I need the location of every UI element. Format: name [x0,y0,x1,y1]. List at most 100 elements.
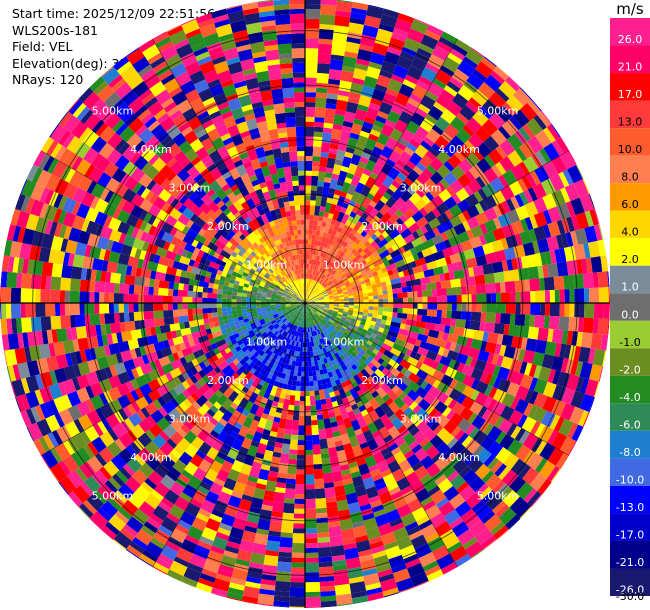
velocity-cell [414,126,429,141]
velocity-cell [378,464,390,474]
velocity-cell [334,352,340,359]
velocity-cell [318,28,334,40]
velocity-cell [459,407,474,422]
velocity-cell [315,329,319,336]
velocity-cell [399,359,412,370]
velocity-cell [342,241,349,248]
velocity-cell [547,221,561,238]
velocity-cell [339,251,346,258]
velocity-cell [485,312,496,323]
velocity-cell [339,318,346,324]
velocity-cell [495,447,512,464]
velocity-cell [359,250,366,257]
velocity-cell [311,310,315,315]
velocity-cell [407,498,423,513]
velocity-cell [343,442,354,455]
velocity-cell [484,154,496,168]
velocity-cell [317,277,322,283]
velocity-cell [532,406,547,424]
velocity-cell [479,200,489,212]
velocity-cell [478,106,493,120]
velocity-cell [366,355,374,363]
velocity-cell [497,366,511,381]
velocity-cell [306,273,309,279]
velocity-cell [517,178,528,192]
velocity-cell [326,233,332,239]
velocity-cell [312,269,316,276]
velocity-cell [306,288,308,294]
velocity-cell [309,254,313,260]
velocity-cell [318,43,333,55]
velocity-cell [570,197,585,216]
velocity-cell [468,267,475,277]
velocity-cell [507,439,523,456]
velocity-cell [316,186,324,197]
velocity-cell [420,455,435,470]
velocity-cell [336,356,343,363]
velocity-cell [374,237,382,245]
velocity-cell [443,396,453,407]
velocity-cell [348,435,360,448]
velocity-cell [552,384,567,402]
velocity-cell [329,203,337,215]
velocity-cell [292,528,305,534]
velocity-cell [376,351,384,358]
velocity-cell [368,254,375,261]
velocity-cell [384,239,396,250]
velocity-cell [305,562,320,573]
velocity-cell [316,255,321,262]
velocity-cell [506,382,521,397]
velocity-cell [335,316,341,321]
velocity-cell [358,216,366,224]
velocity-cell [317,541,331,548]
velocity-cell [373,477,385,487]
velocity-cell [316,283,321,288]
velocity-cell [331,330,337,336]
velocity-cell [370,468,381,477]
velocity-cell [291,542,305,553]
velocity-cell [290,434,299,441]
velocity-cell [306,307,309,313]
velocity-cell [485,473,502,491]
velocity-cell [419,207,428,217]
velocity-cell [399,383,408,392]
velocity-cell [433,250,445,261]
velocity-cell [342,352,349,359]
velocity-cell [310,279,313,285]
velocity-cell [384,324,391,331]
velocity-cell [375,115,387,124]
velocity-cell [454,429,465,441]
velocity-cell [178,283,184,291]
velocity-cell [71,266,83,280]
velocity-cell [311,292,316,297]
velocity-cell [329,223,335,230]
velocity-cell [315,97,327,104]
velocity-cell [434,323,446,333]
velocity-cell [309,304,314,308]
velocity-cell [329,344,335,350]
velocity-cell [356,247,364,254]
velocity-cell [357,274,364,280]
velocity-cell [349,82,364,95]
velocity-cell [490,129,507,146]
velocity-cell [332,34,348,47]
velocity-cell [511,258,519,271]
velocity-cell [315,335,320,341]
velocity-cell [383,434,394,444]
velocity-cell [322,231,328,238]
velocity-cell [314,299,320,301]
velocity-cell [348,305,354,309]
velocity-cell [376,460,388,469]
velocity-cell [432,410,443,422]
velocity-cell [322,275,327,281]
velocity-cell [118,283,130,294]
velocity-cell [402,308,413,315]
velocity-cell [364,365,375,376]
velocity-cell [335,593,353,606]
velocity-cell [382,289,388,295]
velocity-cell [345,405,353,413]
velocity-cell [322,291,328,296]
velocity-cell [442,56,460,73]
velocity-cell [453,326,465,337]
velocity-cell [400,168,410,178]
